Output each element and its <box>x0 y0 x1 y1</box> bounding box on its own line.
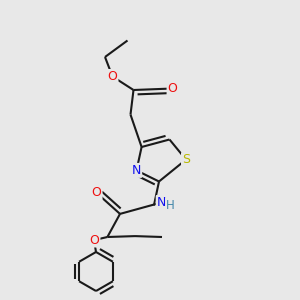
Text: N: N <box>157 196 166 209</box>
Text: O: O <box>168 82 177 95</box>
Text: O: O <box>90 233 99 247</box>
Text: N: N <box>132 164 141 177</box>
Text: H: H <box>166 199 175 212</box>
Text: O: O <box>108 70 117 83</box>
Text: S: S <box>182 153 190 166</box>
Text: O: O <box>92 186 101 200</box>
